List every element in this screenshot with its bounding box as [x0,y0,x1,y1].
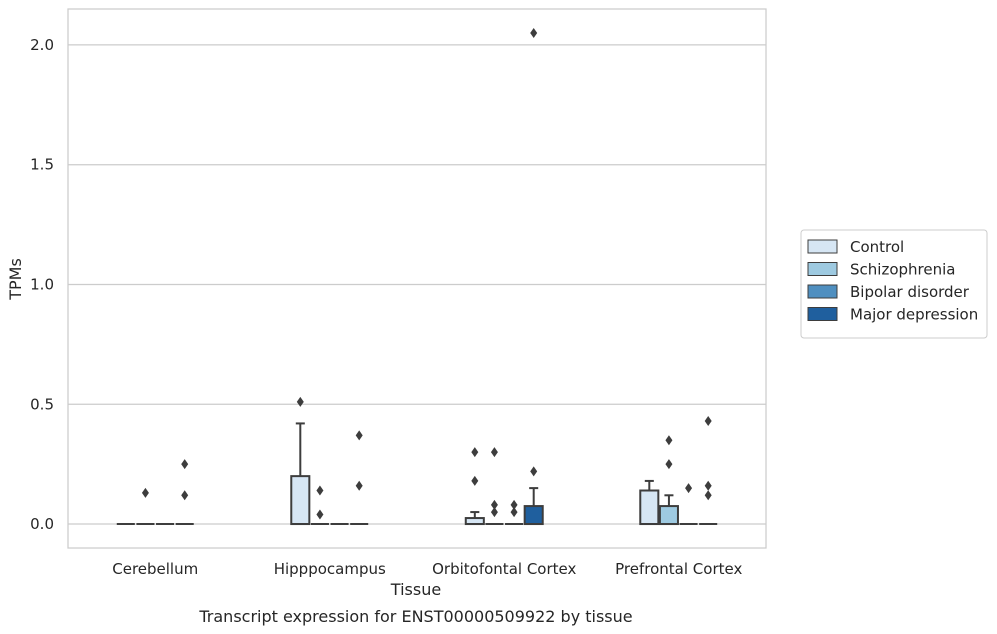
y-tick-label: 0.5 [30,395,54,413]
outlier-point [665,435,673,446]
box-group [350,430,369,526]
x-axis-title: Tissue [390,580,441,599]
y-tick-label: 1.0 [30,275,54,293]
outlier-point [704,480,712,491]
outlier-point [181,459,189,470]
legend-frame [800,229,988,339]
legend-swatch [807,284,838,299]
legend-label: Schizophrenia [850,261,955,279]
outlier-point [510,499,518,510]
outlier-point [355,480,363,491]
box-group [464,447,485,526]
outlier-point [490,499,498,510]
legend-label: Bipolar disorder [850,283,970,301]
outlier-point [685,483,693,494]
outlier-point [530,27,538,38]
box-group [485,447,504,526]
outlier-point [355,430,363,441]
outlier-point [704,416,712,427]
box [523,505,544,526]
outlier-point [296,396,304,407]
box-group [679,483,698,526]
box-group [136,487,155,526]
box-plot-series [116,27,718,526]
outlier-point [704,490,712,501]
y-axis-title: TPMs [6,258,25,301]
box-group [505,499,524,526]
outlier-point [490,447,498,458]
x-tick-label: Hipppocampus [274,560,386,578]
legend: Control Schizophrenia Bipolar disorder Majo… [800,229,988,339]
box-group [699,416,718,526]
x-tick-labels: Cerebellum Hipppocampus Orbitofontal Corte… [112,560,742,578]
y-tick-label: 2.0 [30,36,54,54]
box-group [523,27,544,526]
y-tick-label: 0.0 [30,515,54,533]
box-group [639,479,660,526]
legend-swatch [807,307,838,321]
y-tick-labels: 0.0 0.5 1.0 1.5 2.0 [30,36,54,533]
box [290,475,311,526]
box [658,505,679,526]
y-tick-label: 1.5 [30,156,54,174]
grid-lines [68,44,766,525]
outlier-point [510,507,518,518]
outlier-point [141,487,149,498]
plot-frame [67,8,767,549]
box-group [310,485,329,526]
outlier-point [490,507,498,518]
outlier-point [530,466,538,477]
box-group [658,435,679,526]
legend-label: Major depression [850,306,978,324]
outlier-point [665,459,673,470]
box [639,489,660,526]
outlier-point [471,447,479,458]
x-tick-label: Orbitofontal Cortex [432,560,576,578]
outlier-point [316,509,324,520]
legend-label: Control [850,238,904,256]
legend-swatch [807,262,838,276]
outlier-point [316,485,324,496]
legend-swatch [807,239,838,254]
outlier-point [181,490,189,501]
x-tick-label: Prefrontal Cortex [615,560,742,578]
box-group [175,459,194,526]
outlier-point [471,475,479,486]
box-group [290,396,311,526]
chart-caption: Transcript expression for ENST0000050992… [198,607,632,626]
x-tick-label: Cerebellum [112,560,198,578]
